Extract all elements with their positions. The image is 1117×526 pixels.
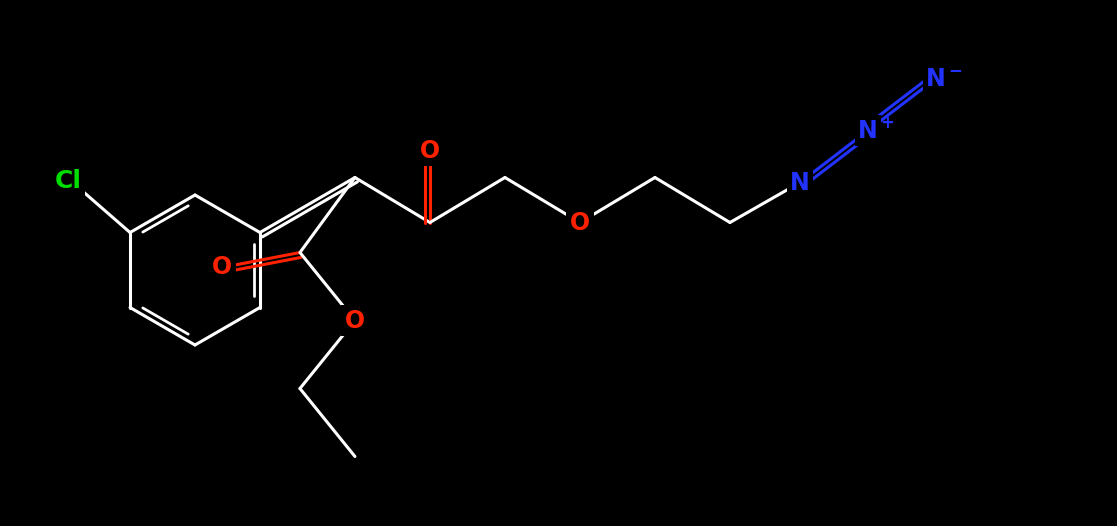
Text: O: O (570, 210, 590, 235)
Text: O: O (345, 309, 365, 332)
Text: +: + (880, 114, 894, 132)
Text: N: N (790, 170, 810, 195)
Text: N: N (858, 118, 878, 143)
Text: O: O (212, 256, 232, 279)
Text: −: − (948, 62, 962, 79)
Text: N: N (926, 66, 946, 90)
Text: O: O (420, 138, 440, 163)
Text: Cl: Cl (55, 168, 82, 193)
